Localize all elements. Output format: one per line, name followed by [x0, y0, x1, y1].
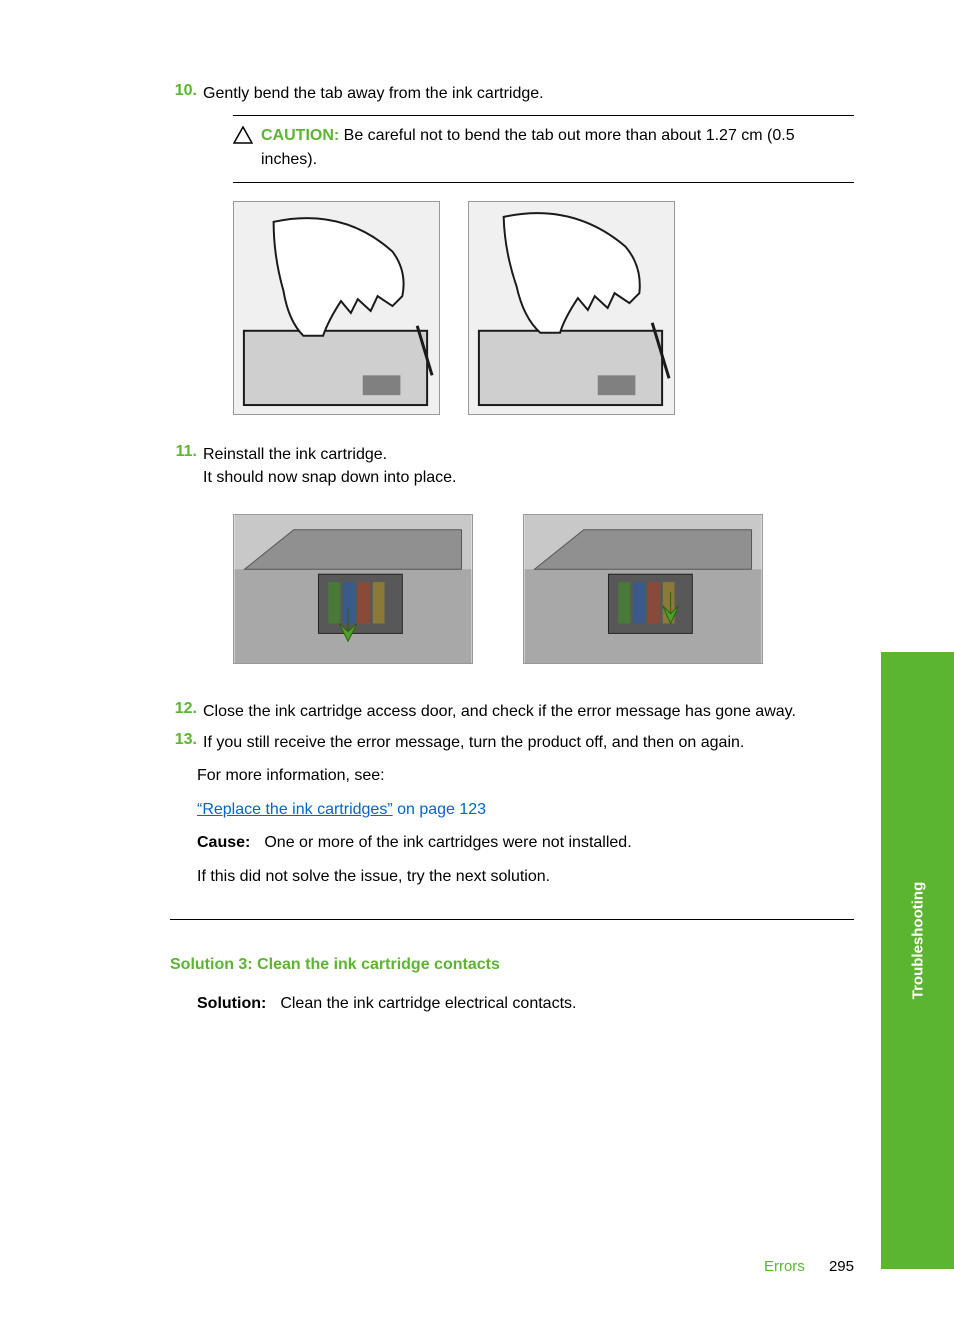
step-number: 12.	[170, 700, 203, 723]
cause-label: Cause:	[197, 834, 264, 851]
footer-section: Errors	[764, 1258, 825, 1275]
caution-label: CAUTION:	[261, 127, 339, 144]
image-row-2	[233, 514, 854, 664]
link-row: “Replace the ink cartridges” on page 123	[197, 798, 854, 822]
step-13: 13. If you still receive the error messa…	[170, 731, 854, 754]
more-info-label: For more information, see:	[197, 764, 854, 788]
page-content: 10. Gently bend the tab away from the in…	[0, 0, 954, 1016]
solution-3-heading: Solution 3: Clean the ink cartridge cont…	[170, 956, 854, 974]
section-divider	[170, 919, 854, 920]
cause-text: One or more of the ink cartridges were n…	[264, 834, 631, 851]
illustration-reinstall-2	[523, 514, 763, 664]
step-text: If you still receive the error message, …	[203, 731, 854, 754]
step-11: 11. Reinstall the ink cartridge. It shou…	[170, 443, 854, 489]
next-solution-text: If this did not solve the issue, try the…	[197, 864, 854, 890]
solution-label: Solution:	[197, 995, 280, 1012]
step-number: 10.	[170, 82, 203, 105]
illustration-bend-tab-2	[468, 201, 675, 415]
step-11-sub: It should now snap down into place.	[203, 469, 457, 486]
step-text: Reinstall the ink cartridge. It should n…	[203, 443, 854, 489]
step-text: Gently bend the tab away from the ink ca…	[203, 82, 854, 105]
solution-3-body: Solution:Clean the ink cartridge electri…	[197, 992, 854, 1016]
step-number: 11.	[170, 443, 203, 489]
caution-icon	[233, 124, 261, 172]
side-tab-label: Troubleshooting	[909, 882, 926, 1000]
replace-cartridges-link[interactable]: “Replace the ink cartridges”	[197, 801, 393, 818]
step-12: 12. Close the ink cartridge access door,…	[170, 700, 854, 723]
link-page-ref: on page 123	[393, 801, 486, 818]
illustration-bend-tab-1	[233, 201, 440, 415]
solution-text: Clean the ink cartridge electrical conta…	[280, 995, 576, 1012]
step-11-text: Reinstall the ink cartridge.	[203, 446, 387, 463]
caution-box: CAUTION: Be careful not to bend the tab …	[233, 115, 854, 183]
footer-page-number: 295	[829, 1258, 854, 1275]
side-tab: Troubleshooting	[881, 652, 954, 1269]
caution-text: CAUTION: Be careful not to bend the tab …	[261, 124, 854, 172]
illustration-reinstall-1	[233, 514, 473, 664]
step-10: 10. Gently bend the tab away from the in…	[170, 82, 854, 105]
step-number: 13.	[170, 731, 203, 754]
page-footer: Errors 295	[764, 1258, 854, 1275]
image-row-1	[233, 201, 854, 415]
cause-row: Cause:One or more of the ink cartridges …	[197, 830, 854, 856]
step-text: Close the ink cartridge access door, and…	[203, 700, 854, 723]
caution-body: Be careful not to bend the tab out more …	[261, 127, 795, 168]
